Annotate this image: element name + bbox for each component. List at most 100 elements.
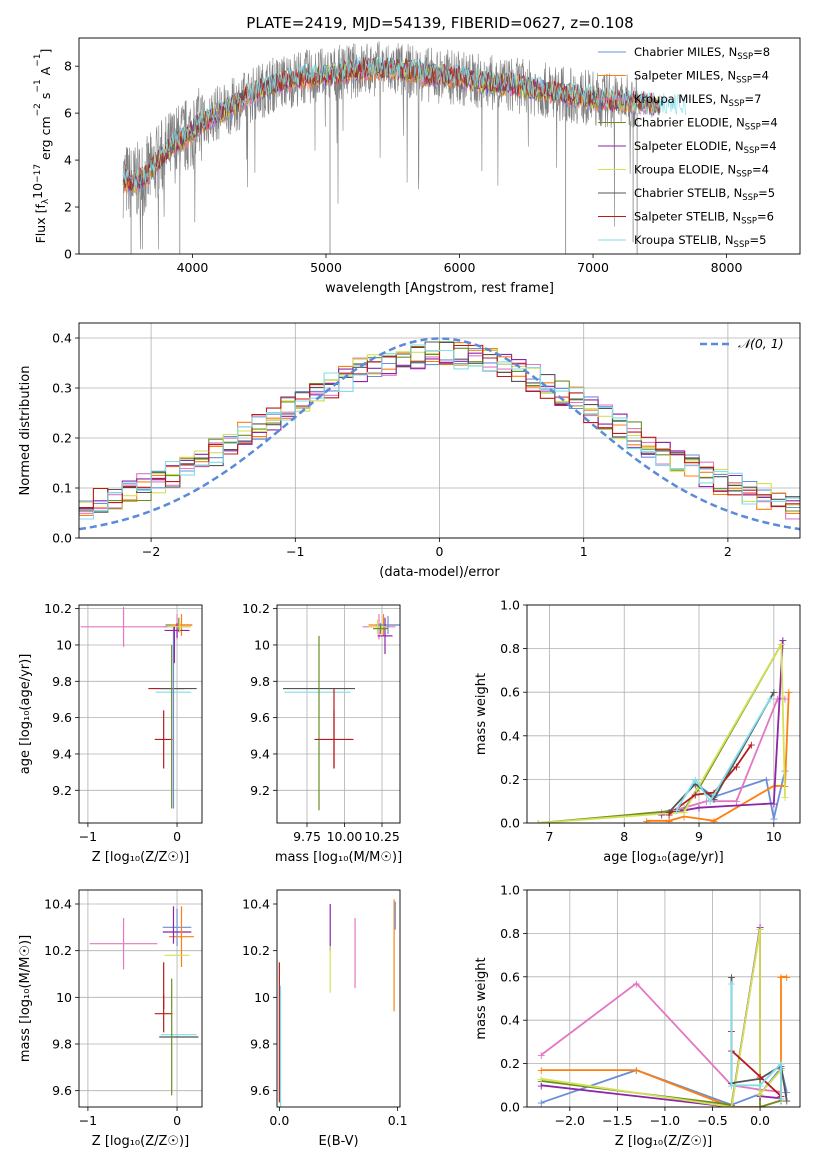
weight-point-marker: + bbox=[727, 1101, 736, 1114]
weight-series-line bbox=[661, 639, 784, 816]
spectrum-ylabel: Flux [fλ10−17 erg cm−2 s−1 A−1] bbox=[30, 49, 53, 244]
mass-vs-Z-grid bbox=[79, 890, 202, 1107]
weight-point-marker: + bbox=[769, 813, 778, 826]
massweight-vs-age-panel: + +++++++ + + ++ +++ ++ +++++++++ +++++++++++++ +… bbox=[474, 598, 801, 865]
age-vs-Z-panel: −1 0 9.2 9.4 9.6 9.8 10 10.2 Z [log₁₀(Z/Z☉)] age … bbox=[18, 601, 203, 865]
massweight-vs-Z-xtick-label: −0.5 bbox=[697, 1113, 727, 1128]
weight-point-marker: + bbox=[691, 789, 700, 802]
spectrum-xtick-label: 8000 bbox=[711, 260, 743, 275]
mass-vs-Z-xtick-label: −1 bbox=[79, 1113, 97, 1128]
weight-point-marker: + bbox=[776, 1092, 785, 1105]
residuals-ylabel: Normed distribution bbox=[18, 366, 33, 496]
data-point bbox=[373, 623, 388, 635]
age-vs-Z-xlabel: Z [log₁₀(Z/Z☉)] bbox=[92, 850, 189, 865]
weight-point-marker: + bbox=[691, 773, 700, 786]
weight-point-marker: + bbox=[732, 760, 741, 773]
weight-series-line bbox=[541, 975, 787, 1107]
weight-series-line bbox=[538, 643, 783, 823]
mass-vs-Z-ytick-label: 10 bbox=[56, 990, 72, 1005]
weight-point-marker: + bbox=[769, 797, 778, 810]
spectrum-xtick-label: 4000 bbox=[177, 260, 209, 275]
weight-point-marker: + bbox=[782, 1086, 791, 1099]
weight-point-marker: + bbox=[755, 1090, 764, 1103]
spectrum-plot-area bbox=[122, 41, 687, 254]
mass-vs-Z-frame bbox=[78, 889, 203, 1108]
age-vs-mass-grid bbox=[277, 605, 400, 823]
weight-point-marker: + bbox=[776, 1094, 785, 1107]
massweight-vs-Z-ytick-label: 0.6 bbox=[500, 969, 520, 984]
mass-vs-Z-xtick-label: 0 bbox=[173, 1113, 181, 1128]
age-vs-mass-xtick-label: 10.25 bbox=[364, 829, 400, 844]
residuals-xlabel: (data-model)/error bbox=[379, 565, 500, 580]
weight-point-marker: + bbox=[679, 802, 688, 815]
weight-point-marker: + bbox=[755, 923, 764, 936]
legend-entry: Chabrier ELODIE, NSSP=4 bbox=[634, 116, 778, 133]
weight-series-line bbox=[540, 982, 782, 1093]
weight-point-marker: + bbox=[755, 921, 764, 934]
age-vs-mass-ytick-label: 9.4 bbox=[250, 746, 270, 761]
data-point bbox=[89, 918, 158, 970]
spectrum-ytick-label: 8 bbox=[64, 59, 72, 74]
age-vs-Z-grid bbox=[79, 605, 202, 823]
weight-point-marker: + bbox=[782, 1094, 791, 1107]
weight-point-marker: + bbox=[665, 808, 674, 821]
legend-entry: Chabrier STELIB, NSSP=5 bbox=[634, 186, 775, 203]
spectrum-frame bbox=[78, 37, 801, 255]
data-point bbox=[368, 619, 387, 635]
spectrum-xtick-label: 6000 bbox=[444, 260, 476, 275]
weight-series-line bbox=[730, 983, 782, 1099]
mass-vs-EBV-ytick-label: 9.8 bbox=[250, 1037, 270, 1052]
weight-series-line bbox=[538, 640, 786, 823]
residuals-ytick-label: 0.3 bbox=[52, 381, 72, 396]
mass-vs-EBV-xtick-label: 0.1 bbox=[388, 1113, 408, 1128]
massweight-vs-age-xtick-label: 10 bbox=[766, 829, 782, 844]
age-vs-mass-plot-area bbox=[283, 614, 400, 811]
mass-vs-Z-plot-area bbox=[89, 906, 199, 1096]
data-point bbox=[168, 621, 192, 633]
weight-point-marker: + bbox=[694, 782, 703, 795]
massweight-vs-age-ytick-label: 0.2 bbox=[500, 772, 520, 787]
age-vs-mass-frame bbox=[276, 604, 401, 824]
data-point bbox=[154, 710, 173, 769]
weight-point-marker: + bbox=[769, 686, 778, 699]
weight-point-marker: + bbox=[691, 778, 700, 791]
weight-point-marker: + bbox=[642, 815, 651, 828]
age-vs-Z-ytick-label: 9.4 bbox=[52, 746, 72, 761]
weight-point-marker: + bbox=[776, 1092, 785, 1105]
data-point bbox=[162, 908, 192, 946]
age-vs-mass-xtick-label: 9.75 bbox=[293, 829, 321, 844]
massweight-vs-age-ytick-label: 0.4 bbox=[500, 728, 520, 743]
weight-point-marker: + bbox=[537, 1079, 546, 1092]
weight-point-marker: + bbox=[755, 1101, 764, 1114]
massweight-vs-Z-xlabel: Z [log₁₀(Z/Z☉)] bbox=[615, 1134, 712, 1149]
age-vs-Z-xtick-label: 0 bbox=[173, 829, 181, 844]
residuals-xtick-label: −2 bbox=[142, 544, 160, 559]
weight-series-line bbox=[668, 743, 753, 816]
weight-point-marker: + bbox=[657, 808, 666, 821]
weight-point-marker: + bbox=[777, 638, 786, 651]
mass-vs-Z-ylabel: mass [log₁₀(M/M☉)] bbox=[18, 935, 33, 1062]
massweight-vs-age-xtick-label: 9 bbox=[695, 829, 703, 844]
mass-vs-EBV-xlabel: E(B-V) bbox=[318, 1134, 358, 1149]
massweight-vs-Z-ytick-label: 0.4 bbox=[500, 1013, 520, 1028]
weight-point-marker: + bbox=[755, 1071, 764, 1084]
legend-entry: Kroupa ELODIE, NSSP=4 bbox=[634, 163, 769, 180]
weight-point-marker: + bbox=[755, 1088, 764, 1101]
weight-point-marker: + bbox=[727, 1079, 736, 1092]
age-vs-mass-ytick-label: 9.6 bbox=[250, 710, 270, 725]
weight-point-marker: + bbox=[784, 686, 793, 699]
massweight-vs-age-grid bbox=[527, 604, 800, 824]
residuals-xtick-label: 2 bbox=[724, 544, 732, 559]
mass-vs-EBV-panel: 0.0 0.1 9.6 9.8 10 10.2 10.4 E(B-V) bbox=[242, 889, 408, 1149]
weight-point-marker: + bbox=[762, 773, 771, 786]
age-vs-Z-plot-area bbox=[80, 606, 197, 809]
mass-vs-EBV-frame bbox=[276, 889, 401, 1108]
mass-vs-Z-xlabel: Z [log₁₀(Z/Z☉)] bbox=[92, 1134, 189, 1149]
weight-point-marker: + bbox=[773, 693, 782, 706]
residuals-ytick-label: 0.0 bbox=[52, 531, 72, 546]
age-vs-mass-panel: 9.75 10.00 10.25 9.2 9.4 9.6 9.8 10 10.2 mass [lo… bbox=[242, 601, 402, 865]
weight-point-marker: + bbox=[778, 634, 787, 647]
legend-entry: Salpeter MILES, NSSP=4 bbox=[634, 69, 769, 86]
weight-point-marker: + bbox=[632, 977, 641, 990]
mass-vs-Z-panel: −1 0 9.6 9.8 10 10.2 10.4 Z [log₁₀(Z/Z☉)] mass [… bbox=[18, 889, 203, 1149]
